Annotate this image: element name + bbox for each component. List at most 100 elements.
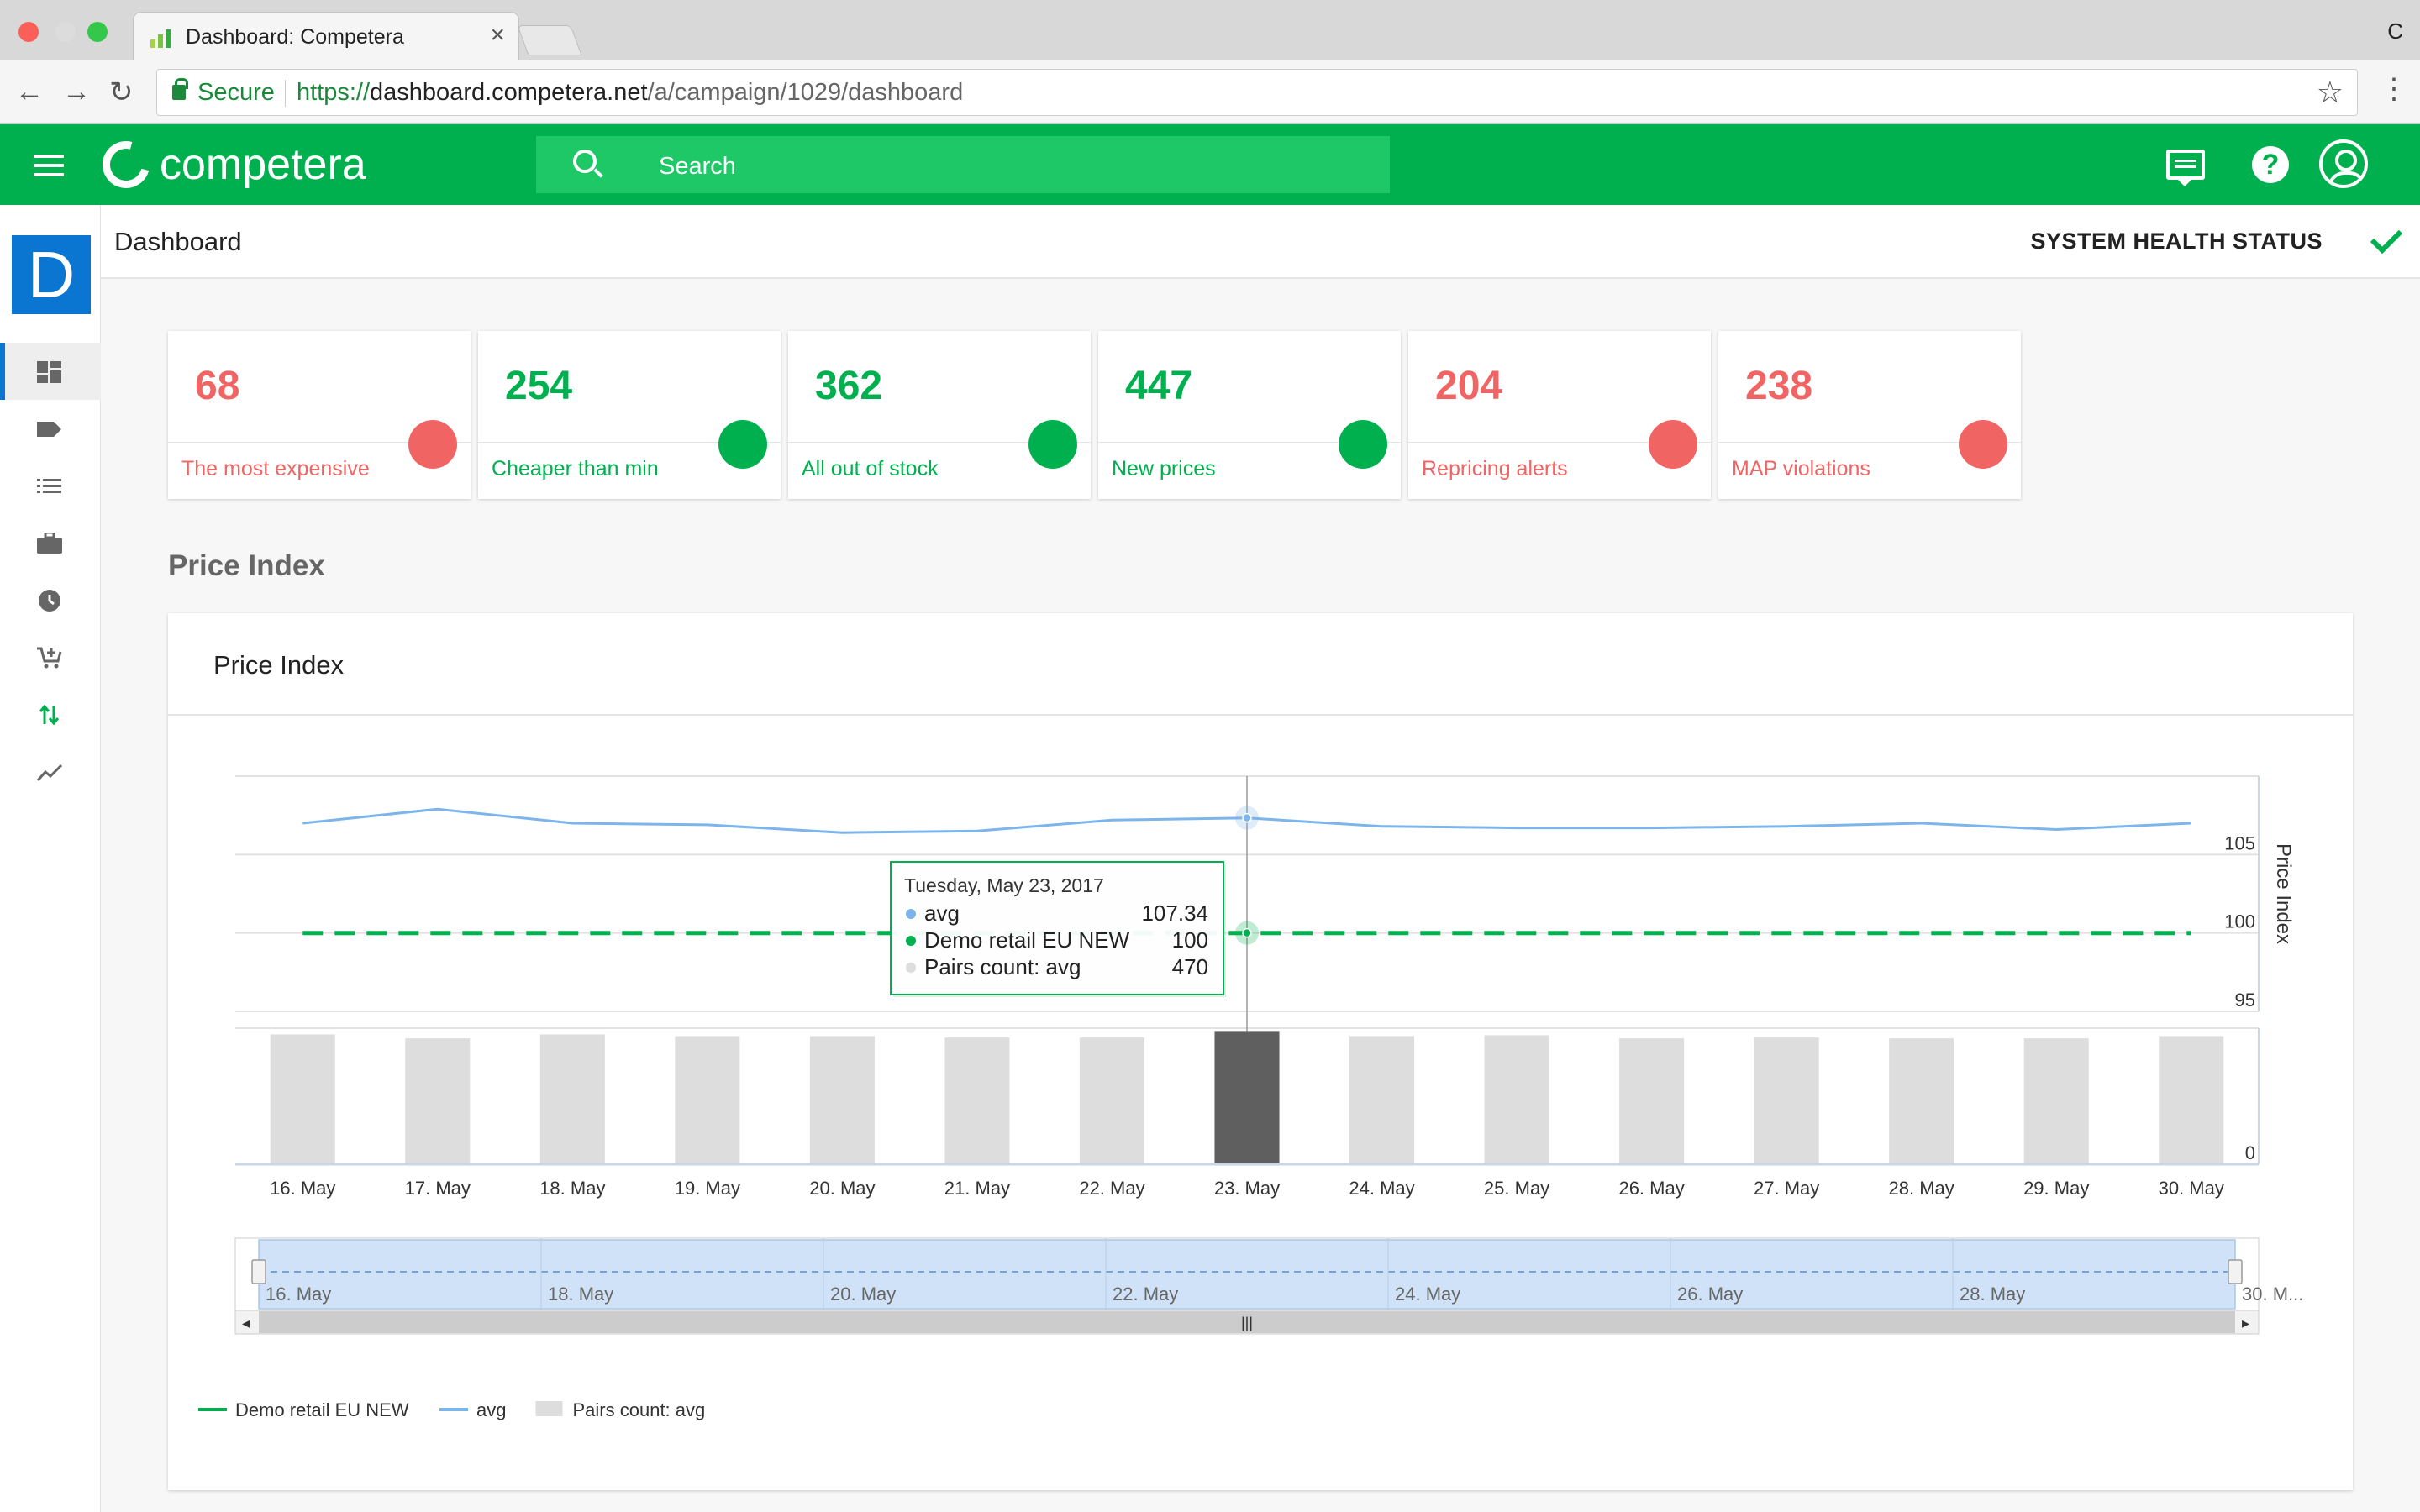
system-health-status-label[interactable]: SYSTEM HEALTH STATUS [2030, 228, 2323, 254]
bar [1484, 1035, 1549, 1164]
sidebar-item-history[interactable] [0, 571, 101, 628]
tooltip-bullet [906, 936, 916, 946]
bar [944, 1037, 1010, 1164]
check-icon [2370, 221, 2403, 255]
kpi-card[interactable]: 447 New prices [1098, 331, 1401, 499]
kpi-value: 447 [1125, 364, 1193, 408]
reload-icon[interactable]: ↻ [109, 76, 134, 108]
navigator-handle [2228, 1259, 2243, 1284]
briefcase-icon [37, 533, 62, 554]
kpi-divider [1098, 442, 1401, 443]
hover-point [1242, 812, 1252, 823]
kpi-status-indicator [1649, 420, 1697, 469]
browser-menu-icon[interactable]: ⋮ [2380, 73, 2408, 105]
app-logo-text: competera [160, 140, 366, 189]
scrollbar-grip-icon: ||| [1241, 1315, 1253, 1331]
bar [809, 1036, 875, 1164]
kpi-label: All out of stock [802, 457, 939, 480]
hamburger-menu-icon[interactable] [34, 155, 64, 182]
sidebar-item-tags[interactable] [0, 400, 101, 457]
sidebar-item-analytics[interactable] [0, 743, 101, 800]
sidebar: D [0, 205, 101, 1512]
sidebar-item-portfolio[interactable] [0, 514, 101, 571]
bar [675, 1036, 740, 1164]
bar [405, 1038, 471, 1164]
price-index-chart[interactable]: 95 100 105 Price Index 0 16. May 17. May 18. Ma… [168, 613, 2353, 1490]
tag-icon [37, 422, 61, 437]
sidebar-item-list[interactable] [0, 457, 101, 514]
navigator-label: 30. M... [2242, 1284, 2303, 1305]
y-tick-label: 105 [2224, 832, 2255, 853]
kpi-card[interactable]: 254 Cheaper than min [478, 331, 781, 499]
kpi-status-indicator [1028, 420, 1077, 469]
messages-icon[interactable] [2166, 150, 2205, 186]
kpi-divider [1408, 442, 1711, 443]
x-tick-label: 20. May [809, 1178, 875, 1199]
bar [1214, 1031, 1280, 1164]
kpi-status-indicator [1339, 420, 1387, 469]
url-path: /a/campaign/1029/dashboard [647, 79, 964, 106]
kpi-value: 68 [195, 364, 240, 408]
page-title: Dashboard [114, 227, 242, 256]
page-header: Dashboard SYSTEM HEALTH STATUS [101, 205, 2420, 279]
legend-item: Demo retail EU NEW [235, 1399, 409, 1420]
dashboard-icon [37, 361, 61, 383]
url-field[interactable]: Secure https://dashboard.competera.net/a… [156, 69, 2358, 116]
kpi-status-indicator [408, 420, 457, 469]
tooltip-series-name: Demo retail EU NEW [924, 927, 1130, 953]
navigator-label: 26. May [1677, 1284, 1743, 1305]
y-tick-label: 95 [2235, 990, 2255, 1011]
close-window-button[interactable] [18, 22, 39, 42]
url-scheme: https:// [297, 79, 371, 106]
x-tick-label: 19. May [675, 1178, 740, 1199]
panel-title: Price Index [213, 650, 345, 680]
x-tick-label: 28. May [1889, 1178, 1954, 1199]
hover-point [1242, 927, 1252, 938]
maximize-window-button[interactable] [87, 22, 108, 42]
clock-icon [39, 590, 60, 612]
app-header: competera Search ? [0, 124, 2420, 205]
kpi-status-indicator [718, 420, 767, 469]
kpi-label: Cheaper than min [492, 457, 659, 480]
kpi-card[interactable]: 238 MAP violations [1718, 331, 2021, 499]
kpi-label: Repricing alerts [1422, 457, 1568, 480]
new-tab-button[interactable] [517, 25, 582, 55]
kpi-card[interactable]: 68 The most expensive [168, 331, 471, 499]
navigator-label: 24. May [1395, 1284, 1460, 1305]
legend-item: Pairs count: avg [573, 1399, 706, 1420]
navigator-label: 18. May [548, 1284, 613, 1305]
workspace-logo[interactable]: D [12, 235, 91, 314]
minimize-window-button[interactable] [55, 22, 76, 42]
search-input[interactable]: Search [536, 136, 1390, 193]
forward-arrow-icon[interactable]: → [62, 76, 91, 108]
browser-tab[interactable]: Dashboard: Competera × [133, 12, 519, 60]
competera-logo-icon [93, 132, 159, 197]
kpi-value: 238 [1745, 364, 1813, 408]
tooltip-bullet [906, 963, 916, 973]
kpi-label: New prices [1112, 457, 1216, 480]
kpi-card[interactable]: 362 All out of stock [788, 331, 1091, 499]
bookmark-star-icon[interactable]: ☆ [2316, 75, 2344, 109]
user-account-icon[interactable] [2319, 139, 2368, 188]
navigator-label: 22. May [1113, 1284, 1178, 1305]
section-title: Price Index [168, 549, 325, 582]
browser-tab-bar: Dashboard: Competera × C [0, 0, 2420, 60]
x-tick-label: 16. May [270, 1178, 335, 1199]
sidebar-item-cart[interactable] [0, 628, 101, 685]
bar [1619, 1038, 1685, 1164]
kpi-divider [478, 442, 781, 443]
bar [270, 1034, 335, 1164]
x-tick-label: 22. May [1079, 1178, 1144, 1199]
tab-close-icon[interactable]: × [490, 21, 505, 49]
sidebar-item-repricing[interactable] [0, 685, 101, 743]
kpi-card[interactable]: 204 Repricing alerts [1408, 331, 1711, 499]
bar-y-tick-label: 0 [2245, 1142, 2255, 1163]
help-icon[interactable]: ? [2252, 146, 2289, 183]
add-cart-icon [37, 647, 62, 669]
tooltip-series-value: 470 [1172, 954, 1208, 979]
sidebar-item-dashboard[interactable] [0, 343, 101, 400]
scrollbar-left-arrow-icon: ◂ [242, 1315, 250, 1331]
back-arrow-icon[interactable]: ← [15, 76, 44, 108]
x-tick-label: 24. May [1349, 1178, 1414, 1199]
x-tick-label: 30. May [2159, 1178, 2224, 1199]
